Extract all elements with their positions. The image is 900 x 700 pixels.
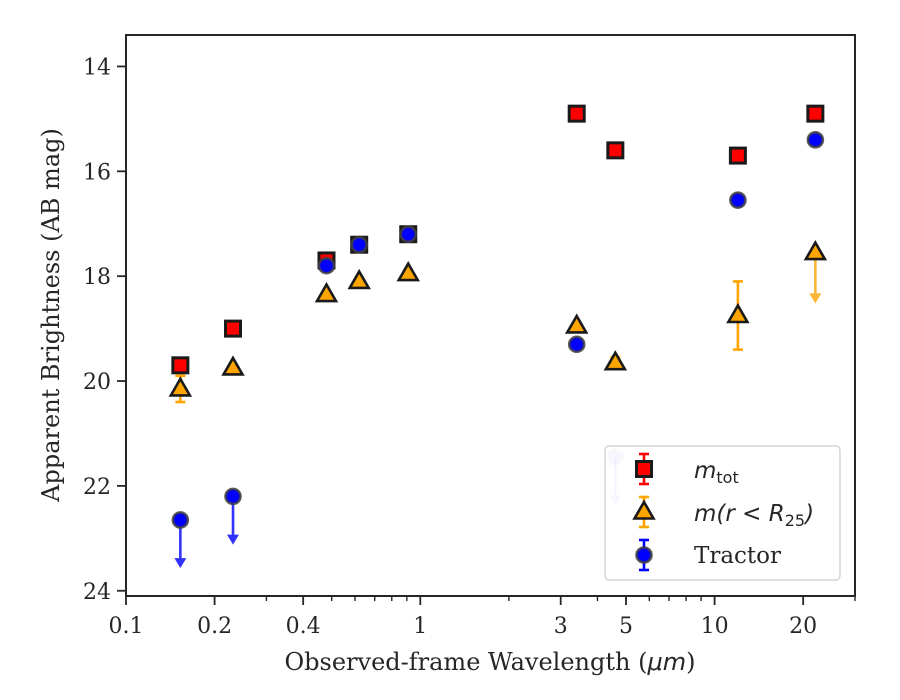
legend-marker-mr25	[632, 495, 656, 529]
x-tick-label: 1	[413, 614, 427, 639]
point-mtot	[806, 104, 825, 123]
data-series	[168, 104, 828, 569]
x-tick-label: 0.2	[197, 614, 232, 639]
point-mtot	[171, 356, 190, 375]
legend-marker-mtot	[635, 452, 653, 486]
legend-marker-tractor	[635, 538, 653, 572]
legend-markers	[632, 452, 656, 572]
legend-symbol-tractor	[635, 546, 653, 564]
legend-label-tractor: Tractor	[694, 543, 781, 569]
upper-limit-head	[174, 558, 187, 569]
y-tick-label: 20	[83, 370, 111, 395]
point-mr25	[603, 350, 628, 371]
point-mr25	[396, 260, 420, 282]
plot-frame	[125, 34, 856, 597]
upper-limit-head	[227, 534, 240, 545]
point-tractor	[729, 191, 747, 209]
point-tractor	[806, 131, 825, 149]
y-tick-label: 14	[83, 55, 111, 80]
point-mtot	[728, 146, 747, 165]
point-mtot	[606, 141, 625, 160]
y-axis-label: Apparent Brightness (AB mag)	[37, 128, 65, 503]
legend-symbol-mtot	[635, 460, 653, 478]
point-tractor	[567, 335, 586, 354]
point-tractor	[350, 235, 368, 254]
point-tractor	[171, 511, 190, 529]
legend-symbol-mr25	[632, 499, 656, 520]
x-axis-label: Observed-frame Wavelength (μm)	[285, 648, 696, 676]
x-tick-label: 3	[554, 614, 568, 639]
y-tick-label: 18	[83, 265, 111, 290]
point-tractor	[317, 256, 336, 275]
legend-box	[604, 445, 841, 581]
legend-label-mr25: m(r < R25)	[694, 501, 814, 530]
point-mr25	[726, 302, 750, 324]
x-tick-label: 20	[789, 614, 817, 639]
point-mr25	[168, 376, 193, 397]
series-mr25	[168, 239, 828, 404]
point-mr25	[314, 281, 339, 303]
y-tick-label: 22	[83, 475, 111, 500]
point-mr25	[221, 355, 245, 376]
x-tick-label: 5	[619, 614, 633, 639]
axis-ticks: 0.1 0.2 0.4 1 3 5 10 20 14 16 18 20 22 24	[83, 55, 856, 639]
point-tractor	[224, 487, 242, 506]
y-tick-label: 24	[83, 580, 111, 605]
series-tractor	[171, 131, 825, 569]
legend-label-mtot: mtot	[694, 458, 739, 487]
x-tick-label: 0.4	[286, 614, 321, 639]
point-mtot	[567, 104, 586, 123]
legend: mtot m(r < R25) Tractor	[604, 445, 841, 581]
upper-limit-head	[809, 293, 822, 304]
point-mr25	[564, 313, 589, 334]
x-tick-label: 10	[701, 614, 729, 639]
point-mtot	[224, 319, 243, 338]
point-mr25	[803, 239, 828, 261]
y-tick-label: 16	[83, 160, 111, 185]
point-mr25	[347, 268, 371, 290]
x-tick-label: 0.1	[109, 614, 144, 639]
point-tractor	[399, 225, 418, 244]
